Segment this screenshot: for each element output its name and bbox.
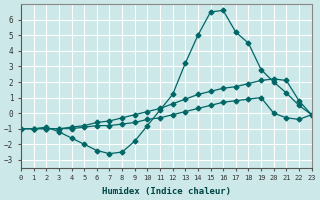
X-axis label: Humidex (Indice chaleur): Humidex (Indice chaleur) [102,187,231,196]
